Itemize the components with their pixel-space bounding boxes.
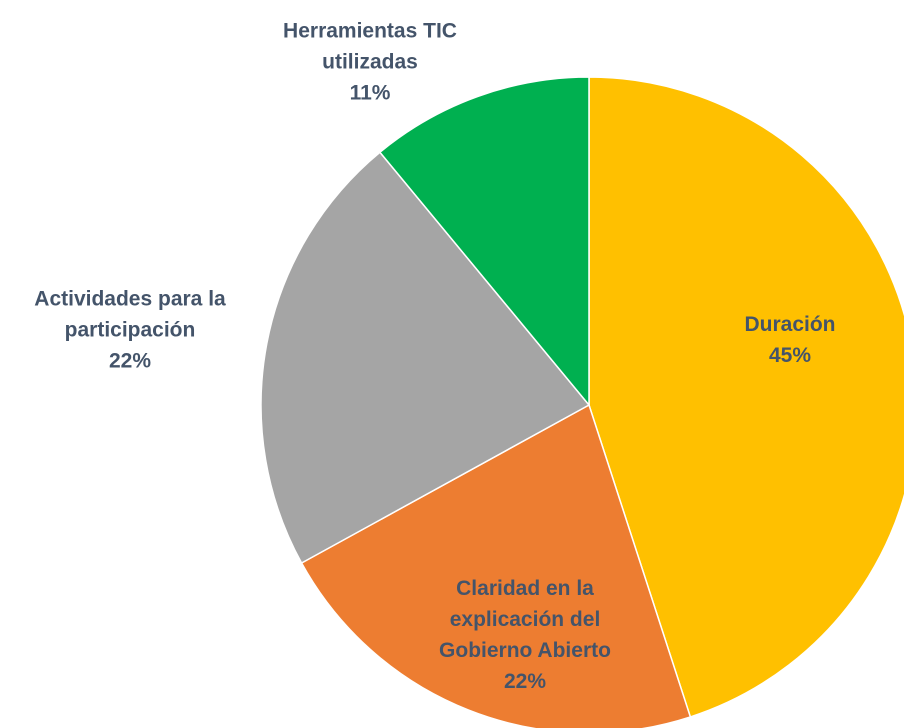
pie-slice xyxy=(260,151,591,565)
category-label: Actividades para la participación xyxy=(34,287,226,342)
value-label: 22% xyxy=(503,670,547,693)
category-label: Claridad en la explicación del Gobierno … xyxy=(439,577,611,662)
slice-label: Claridad en la explicación del Gobierno … xyxy=(425,573,625,697)
pie-slice xyxy=(588,76,904,718)
pie-slice xyxy=(300,403,692,728)
slice-label: Herramientas TIC utilizadas 11% xyxy=(270,16,470,109)
slice-label: Actividades para la participación 22% xyxy=(5,284,255,377)
value-label: 22% xyxy=(108,349,152,373)
category-label: Herramientas TIC utilizadas xyxy=(283,19,457,74)
slice-label: Duración 45% xyxy=(715,309,865,371)
category-label: Duración xyxy=(744,313,836,336)
pie-slice xyxy=(378,76,590,408)
value-label: 45% xyxy=(768,344,812,367)
value-label: 11% xyxy=(349,81,391,105)
